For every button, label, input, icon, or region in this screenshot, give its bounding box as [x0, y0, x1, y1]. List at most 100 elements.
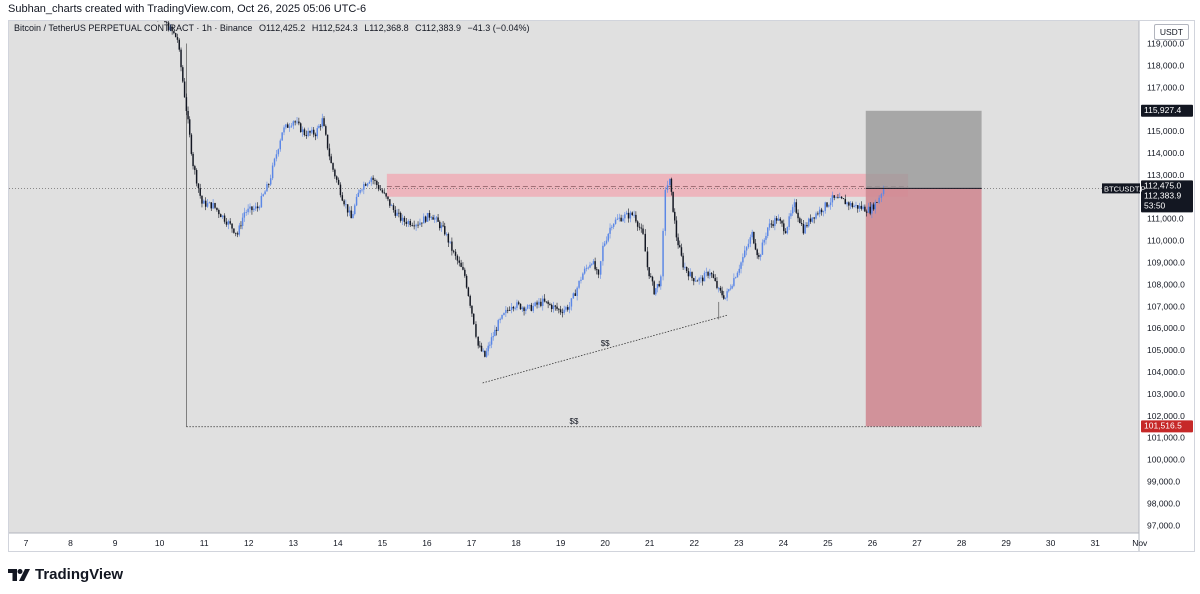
ohlc-change: −41.3 (−0.04%)	[467, 23, 530, 33]
candle-body	[759, 254, 762, 257]
candle-body	[407, 221, 410, 224]
time-tick-label: 18	[511, 538, 521, 548]
candle-body	[839, 196, 841, 199]
candle-body	[622, 218, 624, 222]
candle-body	[716, 280, 718, 288]
time-tick-label: 24	[779, 538, 789, 548]
time-tick-label: 16	[422, 538, 432, 548]
time-tick-label: 15	[378, 538, 388, 548]
candle-body	[829, 202, 832, 206]
candle-body	[462, 266, 464, 270]
candle-body	[655, 288, 657, 295]
candle-body	[664, 189, 667, 231]
time-tick-label: Nov	[1132, 538, 1148, 548]
candle-body	[389, 199, 391, 206]
candle-body	[811, 217, 814, 222]
candle-body	[714, 277, 716, 281]
candle-body	[392, 205, 395, 210]
candle-body	[802, 223, 805, 234]
candle-body	[561, 312, 564, 314]
time-tick-label: 20	[600, 538, 610, 548]
candle-body	[751, 232, 753, 238]
candle-body	[385, 193, 387, 197]
candle-body	[565, 307, 567, 310]
candle-body	[182, 67, 184, 82]
tradingview-logo: TradingView	[8, 566, 123, 583]
candle-body	[445, 233, 448, 235]
candle-body	[591, 263, 593, 265]
candle-body	[813, 217, 815, 219]
candle-body	[871, 204, 873, 214]
candle-body	[490, 337, 493, 345]
candle-body	[326, 134, 329, 149]
candle-body	[417, 224, 419, 226]
candle-body	[241, 217, 244, 226]
liquidity-label: $$	[570, 417, 579, 426]
candle-body	[840, 196, 843, 199]
candle-body	[862, 206, 864, 209]
time-tick-label: 29	[1001, 538, 1011, 548]
price-tick-label: 119,000.0	[1147, 39, 1184, 49]
candle-body	[449, 241, 451, 243]
candle-body	[872, 204, 875, 210]
price-tick-label: 101,000.0	[1147, 433, 1185, 443]
candle-body	[631, 212, 633, 215]
current-price-label-text: 112,475.0	[1144, 180, 1181, 190]
candle-body	[376, 180, 378, 186]
current-price-label-box	[1141, 180, 1193, 213]
candle-body	[283, 127, 285, 133]
candle-body	[858, 205, 861, 209]
candle-body	[374, 179, 376, 181]
candle-body	[321, 118, 323, 127]
candle-body	[499, 318, 501, 321]
candle-body	[452, 250, 455, 252]
candle-body	[458, 260, 460, 263]
candle-body	[383, 192, 385, 194]
candle-body	[256, 206, 259, 209]
current-price-label-text: 112,383.9	[1144, 190, 1181, 200]
candle-body	[494, 329, 496, 337]
candle-body	[723, 295, 725, 299]
candle-body	[231, 223, 233, 229]
candle-body	[479, 345, 481, 347]
candle-body	[223, 215, 226, 222]
candle-body	[415, 224, 417, 227]
candle-body	[286, 124, 289, 128]
candle-body	[765, 235, 767, 240]
candle-body	[728, 289, 730, 292]
candle-body	[770, 223, 773, 225]
candle-body	[204, 200, 207, 207]
candle-body	[846, 202, 848, 205]
time-tick-label: 7	[24, 538, 29, 548]
candle-body	[275, 154, 278, 159]
candle-body	[880, 194, 883, 198]
candle-body	[508, 309, 511, 311]
chart-panel[interactable]: 119,000.0118,000.0117,000.0116,000.0115,…	[8, 20, 1195, 552]
candle-body	[187, 110, 189, 120]
candle-body	[273, 158, 276, 166]
price-tick-label: 104,000.0	[1147, 367, 1185, 377]
currency-selector[interactable]: USDT	[1153, 24, 1189, 40]
price-chart[interactable]: 119,000.0118,000.0117,000.0116,000.0115,…	[9, 21, 1194, 551]
time-tick-label: 31	[1090, 538, 1100, 548]
liquidity-label: $$	[601, 339, 610, 348]
candle-body	[574, 293, 576, 296]
candle-body	[822, 210, 825, 213]
candle-body	[264, 191, 266, 195]
candle-body	[294, 121, 296, 123]
candle-body	[361, 189, 363, 191]
candle-body	[357, 192, 360, 197]
candle-body	[530, 304, 533, 311]
candle-body	[701, 277, 704, 282]
candle-body	[795, 202, 798, 213]
candle-body	[467, 287, 470, 297]
candle-body	[682, 255, 684, 268]
time-tick-label: 23	[734, 538, 744, 548]
candle-body	[277, 149, 280, 155]
candle-body	[558, 308, 560, 310]
candle-body	[620, 217, 622, 222]
candle-body	[624, 214, 626, 219]
candle-body	[734, 277, 737, 279]
price-tick-label: 115,000.0	[1147, 126, 1184, 136]
candle-body	[185, 97, 188, 111]
